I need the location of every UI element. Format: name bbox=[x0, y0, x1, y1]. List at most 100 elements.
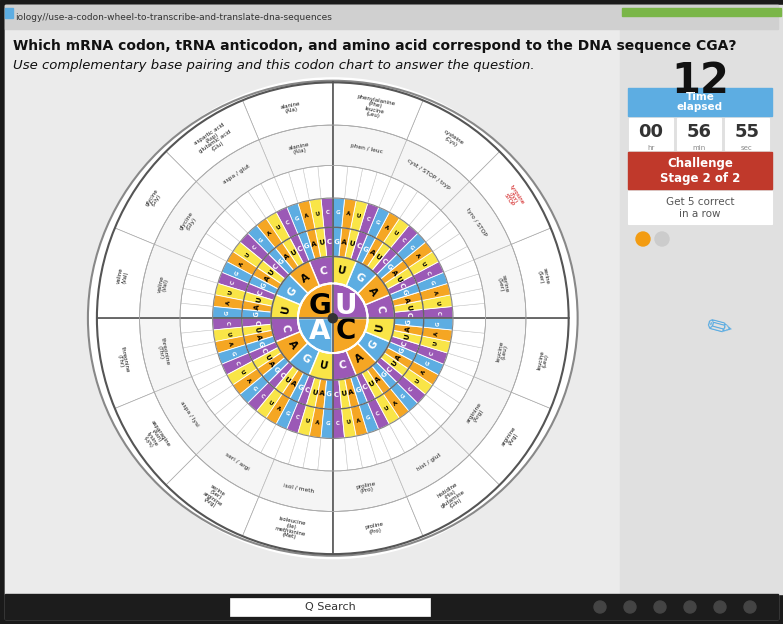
Wedge shape bbox=[289, 343, 319, 375]
Circle shape bbox=[328, 314, 337, 323]
Bar bbox=[5, 5, 620, 594]
Wedge shape bbox=[413, 353, 444, 375]
Text: C: C bbox=[230, 280, 236, 285]
Text: U: U bbox=[305, 417, 310, 424]
Text: G: G bbox=[234, 270, 240, 276]
Wedge shape bbox=[181, 288, 215, 306]
Wedge shape bbox=[356, 168, 377, 203]
Text: C: C bbox=[336, 421, 340, 426]
Text: arginine
(Arg): arginine (Arg) bbox=[501, 426, 521, 449]
Text: C: C bbox=[225, 321, 230, 326]
Wedge shape bbox=[274, 172, 298, 207]
Text: C: C bbox=[401, 341, 409, 348]
Text: A: A bbox=[346, 211, 351, 217]
Wedge shape bbox=[154, 182, 225, 260]
Text: U: U bbox=[227, 290, 233, 295]
Wedge shape bbox=[233, 242, 262, 268]
Text: isol / meth: isol / meth bbox=[283, 482, 315, 494]
Wedge shape bbox=[215, 283, 246, 301]
Wedge shape bbox=[248, 418, 276, 453]
Wedge shape bbox=[282, 369, 304, 399]
Wedge shape bbox=[333, 198, 345, 228]
Wedge shape bbox=[356, 433, 377, 468]
Text: U: U bbox=[280, 304, 291, 314]
Wedge shape bbox=[474, 245, 526, 318]
Bar bbox=[628, 88, 772, 116]
Text: Q Search: Q Search bbox=[305, 602, 355, 612]
Wedge shape bbox=[282, 238, 304, 267]
Wedge shape bbox=[180, 318, 213, 333]
Text: cyst / STOP / tryp: cyst / STOP / tryp bbox=[406, 158, 452, 191]
Wedge shape bbox=[433, 375, 467, 403]
Wedge shape bbox=[390, 283, 420, 300]
Text: A: A bbox=[384, 225, 390, 231]
Text: G: G bbox=[401, 289, 409, 296]
Wedge shape bbox=[227, 361, 257, 385]
Wedge shape bbox=[395, 310, 424, 318]
Wedge shape bbox=[406, 100, 500, 182]
Wedge shape bbox=[379, 424, 405, 459]
Wedge shape bbox=[192, 246, 227, 272]
Text: cysteine
(Cys): cysteine (Cys) bbox=[439, 129, 464, 150]
Wedge shape bbox=[333, 351, 356, 380]
Wedge shape bbox=[418, 394, 451, 426]
Text: C: C bbox=[408, 386, 414, 392]
Wedge shape bbox=[298, 283, 333, 318]
Text: U: U bbox=[374, 323, 386, 333]
Text: U: U bbox=[263, 354, 271, 361]
Wedge shape bbox=[351, 231, 367, 261]
Text: G: G bbox=[258, 236, 265, 243]
Wedge shape bbox=[426, 222, 460, 251]
Text: A: A bbox=[315, 420, 319, 426]
Text: U: U bbox=[334, 291, 357, 319]
Wedge shape bbox=[315, 379, 327, 409]
Text: G: G bbox=[353, 271, 366, 285]
Wedge shape bbox=[388, 342, 417, 361]
Wedge shape bbox=[438, 364, 474, 390]
Bar bbox=[677, 118, 721, 150]
Text: U: U bbox=[390, 359, 399, 368]
Text: aspa / lysi: aspa / lysi bbox=[179, 401, 200, 428]
Wedge shape bbox=[306, 378, 321, 407]
Wedge shape bbox=[139, 318, 192, 392]
Wedge shape bbox=[253, 348, 281, 369]
Wedge shape bbox=[333, 409, 345, 439]
Wedge shape bbox=[218, 344, 249, 364]
Wedge shape bbox=[424, 306, 453, 318]
Text: U: U bbox=[311, 389, 318, 396]
Text: A: A bbox=[403, 296, 410, 303]
Wedge shape bbox=[409, 251, 438, 275]
Wedge shape bbox=[333, 125, 406, 177]
Text: U: U bbox=[239, 369, 246, 376]
Wedge shape bbox=[381, 261, 409, 284]
Wedge shape bbox=[359, 402, 379, 433]
Wedge shape bbox=[276, 399, 298, 429]
Text: A: A bbox=[319, 391, 325, 397]
Wedge shape bbox=[247, 383, 275, 411]
Text: C: C bbox=[375, 411, 381, 417]
Wedge shape bbox=[181, 330, 215, 348]
Text: U: U bbox=[290, 249, 298, 256]
Wedge shape bbox=[389, 183, 417, 218]
Text: G: G bbox=[309, 291, 331, 319]
Text: C: C bbox=[335, 317, 355, 345]
Wedge shape bbox=[391, 383, 418, 411]
Text: threonine
(Thr): threonine (Thr) bbox=[156, 337, 171, 367]
Text: U: U bbox=[254, 326, 261, 333]
Wedge shape bbox=[379, 177, 405, 212]
Text: A: A bbox=[263, 275, 271, 283]
Text: U: U bbox=[414, 378, 421, 384]
Text: U: U bbox=[355, 213, 361, 219]
Wedge shape bbox=[242, 301, 272, 312]
Wedge shape bbox=[392, 330, 422, 344]
Text: A: A bbox=[267, 230, 273, 236]
Wedge shape bbox=[346, 261, 377, 294]
Text: C: C bbox=[398, 282, 406, 289]
Text: G: G bbox=[230, 351, 236, 357]
Wedge shape bbox=[246, 336, 276, 353]
Wedge shape bbox=[393, 324, 424, 336]
Wedge shape bbox=[240, 376, 269, 403]
Wedge shape bbox=[351, 375, 367, 406]
Wedge shape bbox=[206, 222, 240, 251]
Wedge shape bbox=[166, 455, 259, 536]
